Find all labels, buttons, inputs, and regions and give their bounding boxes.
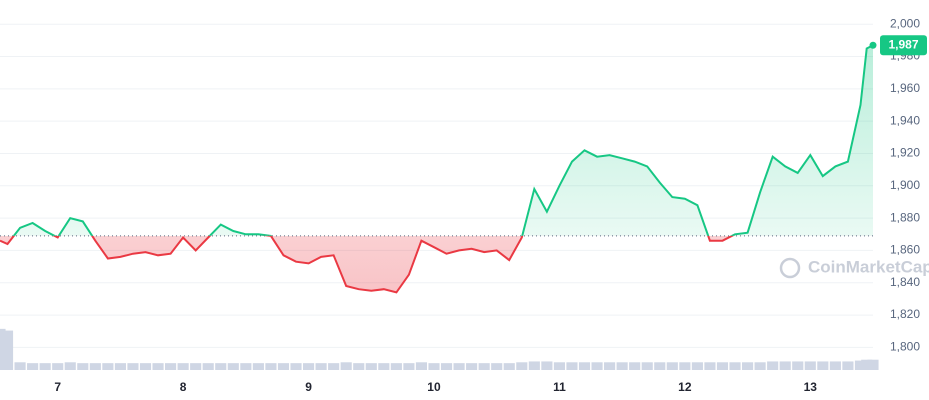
x-tick-label: 9 bbox=[305, 380, 312, 394]
volume-bar bbox=[654, 362, 666, 370]
volume-bar bbox=[491, 363, 503, 370]
volume-bar bbox=[503, 363, 515, 370]
last-point bbox=[869, 41, 877, 49]
y-tick-label: 1,880 bbox=[890, 210, 920, 224]
volume-bar bbox=[165, 363, 177, 370]
volume-bar bbox=[89, 363, 101, 370]
y-tick-label: 1,820 bbox=[890, 307, 920, 321]
area-down bbox=[0, 235, 732, 293]
y-tick-label: 1,900 bbox=[890, 178, 920, 192]
volume-bar bbox=[861, 359, 873, 370]
volume-bar bbox=[315, 363, 327, 370]
volume-bar bbox=[817, 361, 829, 370]
x-tick-label: 8 bbox=[180, 380, 187, 394]
volume-bar bbox=[428, 363, 440, 370]
volume-bar bbox=[754, 362, 766, 370]
y-tick-label: 2,000 bbox=[890, 16, 920, 30]
volume-bar bbox=[729, 362, 741, 370]
y-tick-label: 1,800 bbox=[890, 340, 920, 354]
x-tick-label: 12 bbox=[678, 380, 692, 394]
volume-bar bbox=[541, 361, 553, 370]
volume-bar bbox=[39, 363, 51, 370]
volume-bar bbox=[767, 361, 779, 370]
volume-bar bbox=[854, 360, 867, 370]
volume-bar bbox=[64, 362, 76, 370]
area-up bbox=[0, 45, 873, 236]
volume-bar bbox=[190, 363, 202, 370]
y-tick-label: 1,840 bbox=[890, 275, 920, 289]
volume-bar bbox=[52, 363, 64, 370]
watermark: CoinMarketCap bbox=[808, 257, 929, 276]
volume-bar bbox=[829, 361, 841, 370]
volume-bar bbox=[629, 362, 641, 370]
x-tick-label: 13 bbox=[804, 380, 818, 394]
volume-bar bbox=[152, 363, 164, 370]
volume-bar bbox=[516, 362, 528, 370]
volume-bar bbox=[14, 362, 26, 370]
volume-bar bbox=[578, 362, 591, 370]
volume-bar bbox=[403, 363, 415, 370]
volume-bar bbox=[641, 362, 653, 370]
volume-bar bbox=[328, 363, 340, 370]
volume-bar bbox=[378, 363, 390, 370]
x-tick-label: 7 bbox=[54, 380, 61, 394]
volume-bar bbox=[867, 359, 879, 370]
volume-bar bbox=[591, 362, 603, 370]
volume-bar bbox=[666, 362, 678, 370]
volume-bar bbox=[302, 363, 315, 370]
volume-bar bbox=[716, 362, 729, 370]
volume-bar bbox=[277, 363, 290, 370]
volume-bar bbox=[553, 362, 565, 370]
y-tick-label: 1,860 bbox=[890, 243, 920, 257]
volume-bar bbox=[265, 363, 277, 370]
volume-bar bbox=[227, 363, 239, 370]
volume-bar bbox=[466, 363, 478, 370]
y-tick-label: 1,920 bbox=[890, 146, 920, 160]
volume-bar bbox=[290, 363, 302, 370]
volume-bar bbox=[453, 363, 465, 370]
volume-bar bbox=[1, 330, 14, 370]
volume-bar bbox=[779, 361, 791, 370]
volume-bar bbox=[353, 363, 365, 370]
volume-bar bbox=[177, 363, 189, 370]
volume-bar bbox=[440, 363, 453, 370]
volume-bar bbox=[792, 361, 804, 370]
volume-bar bbox=[616, 362, 628, 370]
volume-bar bbox=[202, 363, 214, 370]
volume-bar bbox=[478, 363, 490, 370]
volume-bar bbox=[679, 362, 691, 370]
volume-bar bbox=[102, 363, 114, 370]
y-tick-label: 1,940 bbox=[890, 113, 920, 127]
volume-bar bbox=[691, 362, 703, 370]
volume-bar bbox=[240, 363, 252, 370]
volume-bar bbox=[127, 363, 139, 370]
volume-bar bbox=[77, 363, 89, 370]
x-tick-label: 11 bbox=[553, 380, 566, 394]
price-line-up bbox=[12, 44, 873, 236]
volume-bar bbox=[566, 362, 578, 370]
volume-bar bbox=[842, 361, 854, 370]
volume-bar bbox=[365, 363, 377, 370]
volume-bar bbox=[340, 362, 352, 370]
volume-bar bbox=[528, 361, 540, 370]
price-badge bbox=[880, 35, 927, 56]
volume-bar bbox=[252, 363, 264, 370]
volume-bar bbox=[742, 362, 754, 370]
watermark-logo bbox=[779, 257, 801, 279]
volume-bar bbox=[804, 361, 816, 370]
volume-bar bbox=[604, 362, 616, 370]
price-badge-label: 1,987 bbox=[888, 37, 918, 51]
y-tick-label: 1,960 bbox=[890, 81, 920, 95]
x-tick-label: 10 bbox=[427, 380, 441, 394]
volume-bar bbox=[27, 363, 39, 370]
volume-bar bbox=[390, 363, 402, 370]
volume-bar bbox=[215, 363, 227, 370]
price-line-down bbox=[0, 235, 735, 294]
volume-bar bbox=[704, 362, 716, 370]
volume-bar bbox=[415, 362, 428, 370]
volume-bar bbox=[114, 363, 126, 370]
volume-bar bbox=[139, 363, 152, 370]
